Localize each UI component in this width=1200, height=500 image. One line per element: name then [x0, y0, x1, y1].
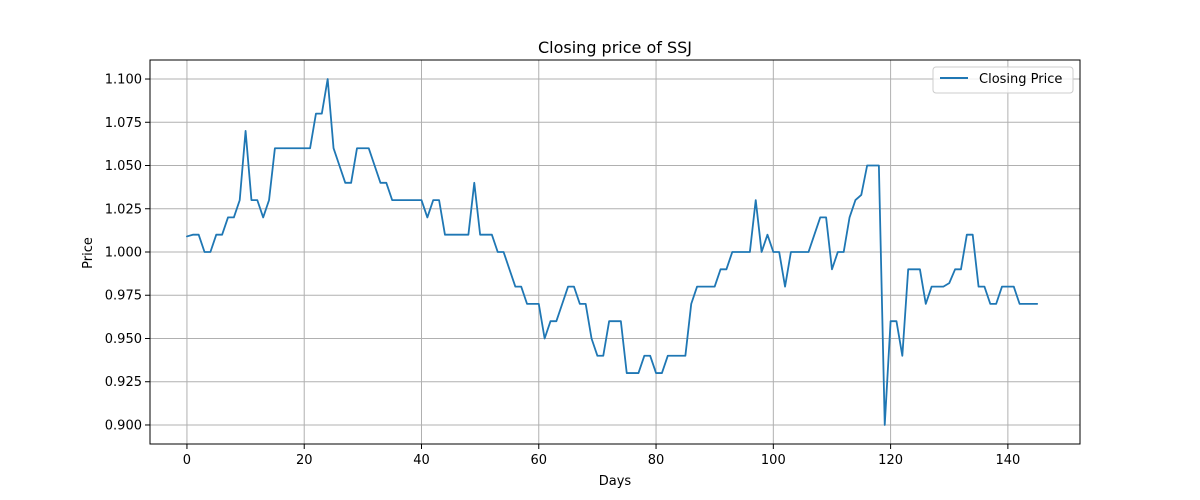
- x-tick-label: 0: [183, 453, 191, 468]
- y-tick-label: 1.000: [105, 246, 142, 261]
- x-tick-label: 140: [995, 453, 1020, 468]
- y-tick-label: 0.900: [105, 418, 142, 433]
- y-tick-label: 0.950: [105, 332, 142, 347]
- x-tick-label: 100: [761, 453, 786, 468]
- x-axis-ticks: 0 20 40 60 80 100 120 140: [183, 444, 1020, 468]
- x-tick-label: 80: [648, 453, 665, 468]
- series-line-closing-price: [186, 78, 1039, 426]
- y-axis-title: Price: [81, 237, 96, 269]
- legend-box: [932, 66, 1074, 94]
- y-tick-label: 1.025: [105, 202, 142, 217]
- y-tick-label: 1.050: [105, 159, 142, 174]
- y-axis-ticks: 0.900 0.925 0.950 0.975 1.000 1.025 1.050 1.075…: [105, 73, 150, 433]
- y-tick-label: 0.975: [105, 289, 142, 304]
- legend-label: Closing Price: [979, 72, 1062, 87]
- x-tick-label: 120: [878, 453, 903, 468]
- grid: [150, 60, 1080, 444]
- y-tick-label: 1.075: [105, 116, 142, 131]
- x-tick-label: 40: [413, 453, 430, 468]
- x-tick-label: 60: [530, 453, 547, 468]
- x-tick-label: 20: [296, 453, 313, 468]
- chart-title: Closing price of SSJ: [538, 38, 692, 57]
- y-tick-label: 0.925: [105, 375, 142, 390]
- y-tick-label: 1.100: [105, 73, 142, 88]
- legend: Closing Price: [932, 66, 1074, 94]
- series-layer: [186, 78, 1039, 426]
- x-axis-title: Days: [599, 474, 632, 489]
